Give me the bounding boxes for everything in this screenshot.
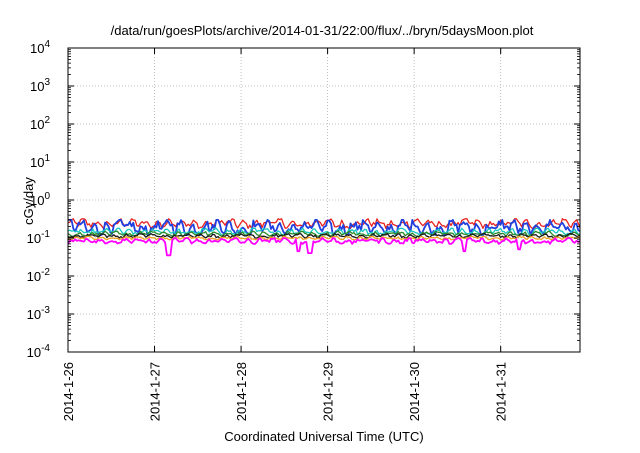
x-tick-label: 2014-1-31 bbox=[494, 362, 509, 421]
y-tick-label: 100 bbox=[30, 191, 50, 208]
data-series-line bbox=[68, 218, 581, 236]
y-axis-label: cGy/day bbox=[21, 177, 36, 225]
data-series-line bbox=[67, 233, 581, 239]
data-series-line bbox=[67, 235, 581, 241]
data-series-line bbox=[67, 227, 581, 236]
x-axis-label: Coordinated Universal Time (UTC) bbox=[224, 429, 423, 444]
chart-title: /data/run/goesPlots/archive/2014-01-31/2… bbox=[111, 23, 534, 38]
series-group bbox=[67, 218, 581, 257]
y-tick-label: 10-3 bbox=[27, 305, 51, 322]
y-tick-label: 104 bbox=[30, 39, 50, 56]
y-tick-label: 10-1 bbox=[27, 229, 51, 246]
x-tick-label: 2014-1-30 bbox=[407, 362, 422, 421]
x-tick-label: 2014-1-26 bbox=[61, 362, 76, 421]
grid bbox=[68, 48, 580, 352]
y-tick-label: 101 bbox=[30, 153, 50, 170]
axis-ticks: 10-4 10-3 10-2 10-1 100 101 102 103 104 2014-1-26… bbox=[27, 39, 580, 421]
x-tick-label: 2014-1-29 bbox=[321, 362, 336, 421]
y-tick-label: 10-2 bbox=[27, 267, 51, 284]
x-tick-label: 2014-1-27 bbox=[148, 362, 163, 421]
data-series-line bbox=[67, 237, 581, 257]
y-tick-label: 10-4 bbox=[27, 343, 51, 360]
y-tick-label: 102 bbox=[30, 115, 50, 132]
x-tick-label: 2014-1-28 bbox=[234, 362, 249, 421]
y-tick-label: 103 bbox=[30, 77, 50, 94]
